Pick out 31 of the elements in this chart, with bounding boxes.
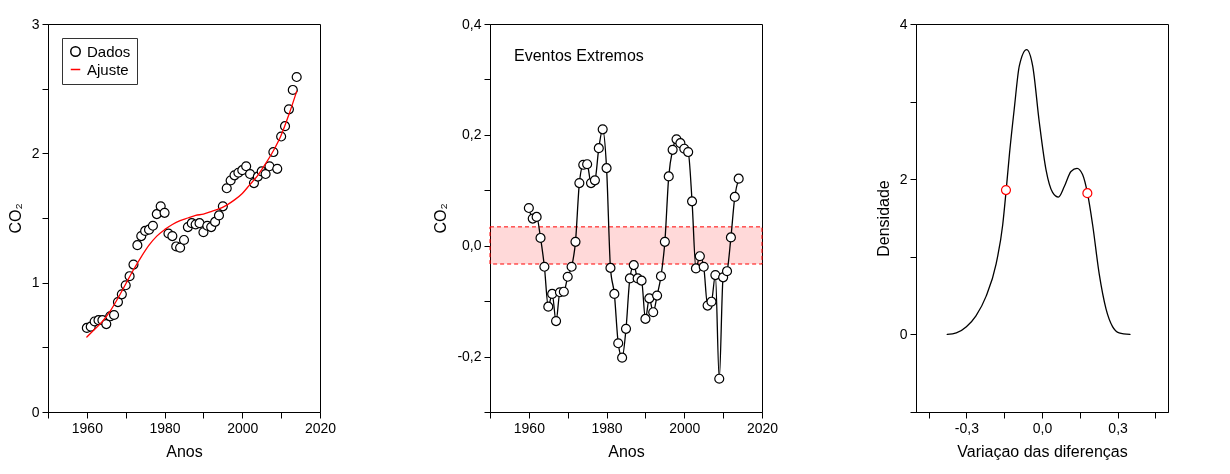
legend-label: Ajuste xyxy=(87,60,129,78)
y-tick-label: 0,2 xyxy=(462,126,482,143)
x-tick-label: 1960 xyxy=(71,419,104,436)
legend-label: Dados xyxy=(87,42,131,60)
y-axis-title: Densidade xyxy=(874,180,892,257)
x-tick-label: 0,3 xyxy=(1108,419,1129,436)
y-axis-title: CO₂ xyxy=(432,203,450,234)
y-tick-label: 4 xyxy=(899,15,908,32)
x-tick-label: 0,0 xyxy=(1032,419,1053,436)
y-tick-label: -0,2 xyxy=(457,348,482,365)
y-axis-title: CO₂ xyxy=(6,203,24,234)
annotation: Eventos Extremos xyxy=(514,47,644,64)
x-axis-title: Variaçao das diferenças xyxy=(957,442,1128,460)
y-tick-label: 0 xyxy=(31,403,40,420)
y-tick-label: 2 xyxy=(899,170,908,187)
x-tick-label: 2000 xyxy=(227,419,259,436)
y-tick-label: 1 xyxy=(31,274,40,291)
y-tick-label: 3 xyxy=(31,15,40,32)
x-tick-label: 1980 xyxy=(591,419,623,436)
x-tick-label: 2000 xyxy=(669,419,701,436)
x-tick-label: 2020 xyxy=(304,419,337,436)
x-tick-label: 1980 xyxy=(149,419,181,436)
y-tick-label: 0 xyxy=(899,325,908,342)
y-tick-label: 0,4 xyxy=(462,15,482,32)
x-axis-title: Anos xyxy=(166,442,203,460)
y-tick-label: 0,0 xyxy=(462,237,482,254)
x-tick-label: 2020 xyxy=(746,419,779,436)
x-axis-title: Anos xyxy=(608,442,645,460)
y-tick-label: 2 xyxy=(31,144,40,161)
x-tick-label: 1960 xyxy=(513,419,546,436)
x-tick-label: -0,3 xyxy=(954,419,980,436)
